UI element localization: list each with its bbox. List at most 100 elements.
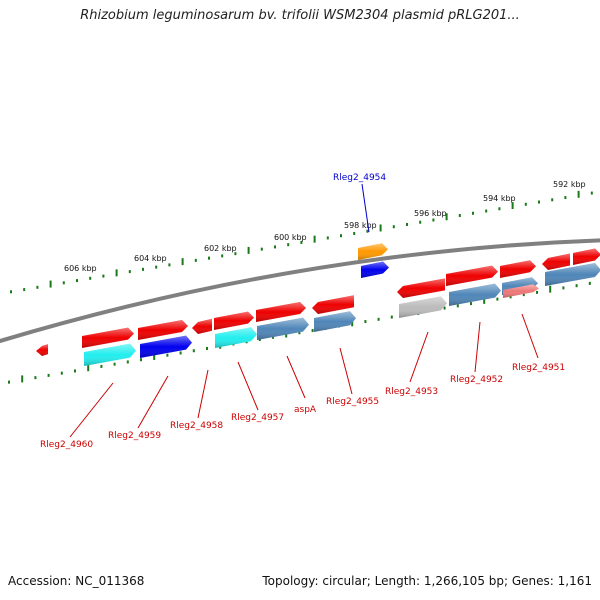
scale-tick — [575, 284, 578, 288]
label-leader-line — [409, 331, 429, 383]
scale-tick — [551, 198, 554, 202]
scale-tick — [181, 258, 184, 266]
gene-arrow[interactable] — [82, 327, 134, 348]
gene-arrow[interactable] — [397, 278, 445, 298]
gene-arrow[interactable] — [256, 302, 306, 322]
gene-arrow[interactable] — [214, 311, 254, 330]
scale-tick — [311, 329, 314, 333]
scale-tick — [113, 362, 116, 366]
gene-label[interactable]: Rleg2_4953 — [385, 387, 438, 397]
scale-tick — [140, 358, 142, 362]
label-leader-line — [137, 375, 169, 429]
scale-tick — [458, 214, 461, 218]
gene-arrow[interactable] — [361, 261, 389, 278]
gene-label[interactable]: Rleg2_4954 — [333, 173, 386, 183]
gene-label[interactable]: Rleg2_4955 — [326, 397, 379, 407]
scale-tick — [36, 285, 39, 289]
scale-tick — [87, 364, 90, 372]
scale-tick — [511, 202, 514, 210]
scale-tick — [340, 234, 342, 238]
gene-arrow[interactable] — [358, 243, 388, 260]
label-leader-line — [339, 347, 353, 395]
gene-arrow[interactable] — [36, 344, 48, 356]
scale-tick — [562, 286, 565, 290]
scale-tick — [496, 297, 499, 301]
scale-tick — [313, 235, 316, 243]
scale-tick — [34, 376, 37, 380]
scale-tick — [366, 229, 369, 233]
gene-arrow[interactable] — [84, 343, 136, 366]
scale-tick — [74, 369, 76, 373]
scale-tick — [564, 196, 567, 200]
scale-tick — [470, 302, 472, 306]
gene-arrow[interactable] — [215, 327, 257, 348]
scale-tick — [247, 246, 250, 254]
scale-tick — [326, 236, 329, 240]
scale-tick — [221, 254, 224, 258]
scale-tick — [153, 352, 156, 360]
scale-tick — [126, 360, 129, 364]
scale-tick — [21, 375, 24, 383]
gene-label[interactable]: Rleg2_4952 — [450, 375, 503, 385]
scale-tick — [456, 304, 459, 308]
label-leader-line — [361, 183, 370, 233]
label-leader-line — [521, 313, 539, 359]
scale-tick — [577, 190, 580, 198]
gene-label[interactable]: Rleg2_4957 — [231, 413, 284, 423]
gene-arrow[interactable] — [192, 318, 212, 334]
scale-tick — [49, 280, 52, 288]
gene-arrow[interactable] — [399, 296, 447, 318]
gene-arrow[interactable] — [449, 283, 501, 306]
scale-tick — [179, 351, 182, 355]
gene-arrow[interactable] — [500, 260, 536, 278]
gene-label[interactable]: Rleg2_4958 — [170, 421, 223, 431]
gene-arrow[interactable] — [140, 335, 192, 358]
scale-tick — [351, 319, 354, 327]
gene-arrow[interactable] — [257, 317, 309, 340]
kbp-label: 598 kbp — [344, 221, 377, 230]
kbp-label: 600 kbp — [274, 233, 307, 242]
scale-tick — [536, 290, 538, 294]
scale-tick — [588, 281, 591, 285]
scale-tick — [524, 202, 527, 206]
scale-tick — [287, 243, 290, 247]
scale-tick — [60, 371, 63, 375]
kbp-label: 592 kbp — [553, 180, 586, 189]
scale-tick — [260, 247, 263, 251]
scale-tick — [272, 335, 274, 339]
scale-tick — [392, 225, 395, 229]
scale-tick — [192, 349, 195, 353]
gene-label[interactable]: Rleg2_4951 — [512, 363, 565, 373]
gene-label[interactable]: Rleg2_4960 — [40, 440, 93, 450]
gene-label[interactable]: Rleg2_4959 — [108, 431, 161, 441]
gene-arrow[interactable] — [542, 253, 570, 270]
gene-arrow[interactable] — [138, 320, 188, 340]
scale-tick — [274, 245, 276, 249]
gene-label[interactable]: aspA — [294, 405, 317, 415]
scale-tick — [549, 285, 552, 293]
dna-backbone — [0, 238, 600, 344]
kbp-label: 594 kbp — [483, 194, 516, 203]
genome-summary: Topology: circular; Length: 1,266,105 bp… — [262, 574, 592, 588]
scale-tick — [485, 209, 488, 213]
gene-arrow[interactable] — [573, 248, 600, 265]
scale-tick — [390, 315, 393, 319]
label-leader-line — [286, 355, 306, 399]
gene-arrow[interactable] — [312, 295, 354, 314]
gene-arrow[interactable] — [545, 263, 600, 286]
scale-tick — [128, 270, 131, 274]
scale-tick — [498, 207, 501, 211]
scale-tick — [443, 306, 446, 310]
scale-tick — [298, 331, 301, 335]
gene-arrow[interactable] — [314, 311, 356, 332]
scale-tick — [590, 191, 593, 195]
gene-arrow[interactable] — [446, 265, 498, 286]
gene-arrow[interactable] — [503, 284, 539, 298]
scale-tick — [445, 213, 448, 221]
scale-tick — [102, 274, 105, 278]
scale-tick — [166, 353, 169, 357]
scale-tick — [10, 290, 12, 294]
label-leader-line — [197, 369, 209, 419]
upper-scale-ticks — [10, 190, 593, 294]
